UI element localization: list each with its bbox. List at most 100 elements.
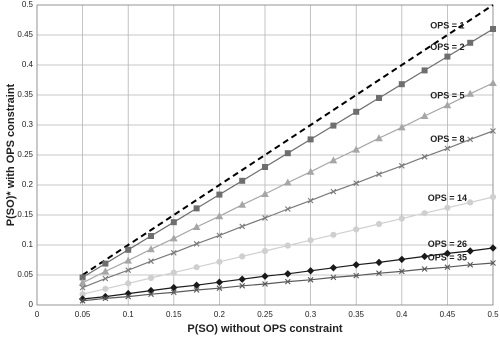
x-tick-label: 0.4 bbox=[396, 310, 408, 319]
y-tick-label: 0.05 bbox=[17, 270, 33, 279]
marker bbox=[376, 171, 382, 178]
marker bbox=[353, 108, 360, 115]
marker bbox=[239, 282, 246, 289]
marker bbox=[170, 219, 177, 226]
x-tick-label: 0.15 bbox=[166, 310, 182, 319]
marker bbox=[398, 81, 405, 88]
marker bbox=[170, 289, 177, 296]
marker bbox=[79, 284, 86, 291]
marker bbox=[125, 293, 132, 300]
y-tick-label: 0.2 bbox=[22, 180, 34, 189]
marker bbox=[284, 150, 291, 157]
x-tick-label: 0.45 bbox=[440, 310, 456, 319]
series-label: OPS = 8 bbox=[430, 134, 464, 144]
marker bbox=[125, 280, 132, 287]
marker bbox=[375, 220, 383, 228]
marker bbox=[148, 291, 154, 298]
marker bbox=[262, 281, 268, 287]
x-tick-label: 0.35 bbox=[348, 310, 364, 319]
marker bbox=[239, 223, 246, 230]
marker bbox=[330, 188, 337, 195]
marker bbox=[192, 281, 201, 289]
marker bbox=[467, 199, 474, 206]
series-label: OPS = 5 bbox=[430, 91, 464, 101]
marker bbox=[238, 275, 246, 283]
y-tick-label: 0.35 bbox=[17, 90, 33, 99]
marker bbox=[169, 234, 178, 242]
marker bbox=[192, 222, 201, 230]
marker bbox=[466, 89, 475, 97]
marker bbox=[239, 253, 246, 260]
marker bbox=[376, 270, 382, 277]
marker bbox=[307, 276, 314, 283]
marker bbox=[444, 145, 451, 152]
marker bbox=[79, 297, 86, 304]
marker bbox=[170, 269, 177, 276]
marker bbox=[398, 255, 406, 264]
marker bbox=[398, 215, 405, 222]
marker bbox=[262, 164, 268, 170]
x-tick-label: 0.3 bbox=[305, 310, 317, 319]
marker bbox=[147, 274, 155, 282]
y-tick-label: 0.15 bbox=[17, 210, 33, 219]
marker bbox=[193, 287, 200, 293]
x-axis-title: P(SO) without OPS constraint bbox=[187, 323, 343, 335]
marker bbox=[239, 177, 246, 184]
marker bbox=[421, 266, 428, 272]
marker bbox=[329, 264, 338, 272]
marker bbox=[444, 53, 451, 60]
marker bbox=[124, 289, 132, 298]
series bbox=[82, 4, 494, 276]
marker bbox=[283, 178, 292, 186]
x-tick-label: 0 bbox=[35, 310, 40, 319]
marker bbox=[261, 247, 269, 255]
marker bbox=[261, 189, 269, 197]
marker bbox=[216, 191, 223, 198]
marker bbox=[421, 153, 428, 160]
marker bbox=[125, 246, 132, 253]
marker bbox=[466, 247, 474, 255]
marker bbox=[330, 231, 337, 238]
marker bbox=[490, 26, 496, 32]
y-tick-label: 0.4 bbox=[22, 60, 34, 69]
marker bbox=[238, 200, 247, 208]
y-tick-label: 0.3 bbox=[22, 120, 34, 129]
marker bbox=[489, 244, 497, 252]
marker bbox=[284, 270, 292, 278]
marker bbox=[375, 258, 383, 267]
marker bbox=[307, 237, 314, 244]
marker bbox=[421, 210, 428, 217]
plot-frame bbox=[36, 4, 494, 306]
series-label: OPS = 14 bbox=[428, 193, 467, 203]
marker bbox=[306, 167, 315, 175]
marker bbox=[193, 205, 200, 212]
marker bbox=[375, 134, 383, 142]
marker bbox=[353, 180, 360, 187]
marker bbox=[444, 204, 451, 211]
marker bbox=[284, 242, 291, 249]
marker bbox=[170, 283, 178, 292]
marker bbox=[216, 232, 223, 239]
marker bbox=[353, 226, 360, 233]
marker bbox=[398, 268, 405, 275]
marker bbox=[215, 278, 224, 286]
x-tick-label: 0.5 bbox=[487, 310, 499, 319]
marker bbox=[215, 212, 224, 220]
marker bbox=[102, 260, 109, 267]
marker bbox=[284, 278, 291, 285]
y-axis-title: P(SO)* with OPS constraint bbox=[5, 83, 17, 226]
marker bbox=[443, 101, 452, 109]
marker bbox=[102, 275, 109, 282]
series-label: OPS = 1 bbox=[430, 20, 464, 30]
marker bbox=[101, 267, 110, 275]
marker bbox=[330, 122, 337, 129]
x-tick-label: 0.2 bbox=[214, 310, 226, 319]
marker bbox=[330, 274, 337, 281]
marker bbox=[261, 272, 269, 280]
series-label: OPS = 26 bbox=[428, 239, 467, 249]
marker bbox=[490, 128, 496, 134]
marker bbox=[262, 215, 268, 221]
marker bbox=[489, 78, 497, 86]
marker bbox=[193, 240, 200, 247]
